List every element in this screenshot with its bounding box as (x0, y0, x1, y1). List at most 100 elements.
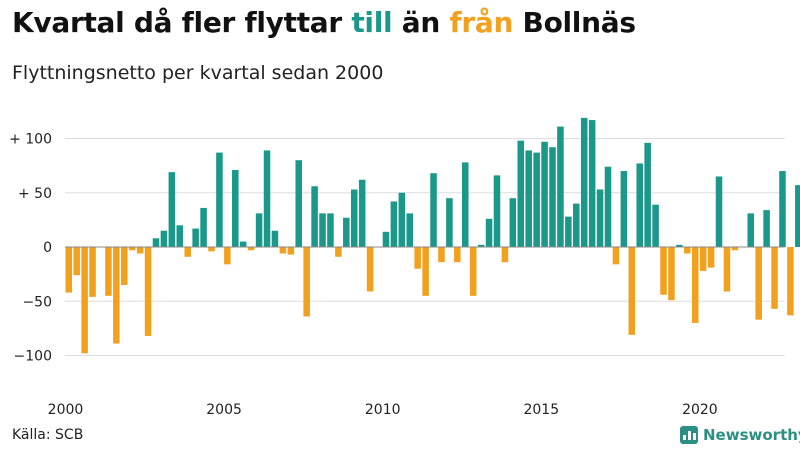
bar (493, 175, 501, 247)
title-part-1: Kvartal då fler flyttar (12, 6, 352, 39)
bar (454, 247, 461, 263)
bar (232, 169, 239, 247)
title-till: till (351, 6, 393, 39)
bar (509, 198, 517, 247)
bar (350, 189, 358, 247)
bar (382, 231, 390, 247)
bar (652, 204, 659, 247)
bar (684, 247, 691, 254)
bar (327, 213, 334, 247)
bar (533, 152, 540, 247)
brand-name: Newsworthy (703, 426, 800, 444)
bar (779, 171, 786, 247)
bar (628, 247, 636, 335)
bar (644, 142, 651, 247)
bar (699, 247, 707, 271)
bar (144, 247, 152, 336)
bar (366, 247, 374, 292)
bar (787, 247, 794, 316)
bar (422, 247, 429, 296)
bar (731, 247, 739, 251)
bar (184, 247, 191, 257)
bar (438, 247, 445, 263)
bar (715, 176, 723, 247)
bar (121, 247, 128, 285)
bar (430, 173, 437, 247)
bar (755, 247, 762, 320)
bar (65, 247, 73, 293)
bar (588, 120, 596, 247)
bar (406, 213, 414, 247)
bar (612, 247, 620, 265)
x-tick-label: 2000 (48, 402, 84, 418)
bar (620, 171, 628, 247)
bar (580, 117, 588, 247)
title-part-2: än (392, 6, 450, 39)
chart-title: Kvartal då fler flyttar till än från Bol… (12, 6, 636, 39)
bar (501, 247, 509, 263)
bar (160, 230, 168, 247)
x-tick-label: 2010 (365, 402, 401, 418)
x-tick-label: 2005 (206, 402, 242, 418)
y-tick-label: + 100 (9, 132, 52, 148)
bar (319, 213, 326, 247)
bar (541, 141, 548, 247)
bar (604, 166, 612, 247)
bar (573, 203, 580, 247)
bar (414, 247, 421, 269)
x-tick-label: 2020 (682, 402, 718, 418)
bar (660, 247, 667, 295)
x-tick-label: 2015 (523, 402, 559, 418)
bar (279, 247, 287, 254)
bar (216, 152, 223, 247)
bar (477, 244, 485, 247)
bar (596, 189, 604, 247)
bar-chart-icon (680, 426, 698, 444)
bar (128, 247, 136, 251)
bar (105, 247, 112, 296)
bar (263, 150, 271, 247)
bar (192, 228, 199, 247)
bar (398, 192, 406, 247)
bar (303, 247, 310, 317)
bar (73, 247, 80, 276)
title-fran: från (449, 6, 514, 39)
bar (485, 218, 493, 247)
bar (517, 140, 525, 247)
bar (446, 198, 453, 247)
bar (239, 241, 247, 247)
bar (295, 160, 302, 247)
bar (390, 201, 398, 247)
bar (136, 247, 144, 254)
bar (469, 247, 477, 296)
bar (557, 126, 564, 247)
y-tick-label: 0 (43, 240, 52, 256)
bar (200, 207, 207, 247)
title-part-3: Bollnäs (513, 6, 636, 39)
bar (462, 162, 469, 247)
bar (676, 244, 683, 247)
bar (208, 247, 215, 252)
brand-logo: Newsworthy (680, 426, 800, 444)
bar (668, 247, 675, 301)
bar (636, 163, 643, 247)
bar (335, 247, 342, 257)
bar (255, 213, 263, 247)
bar (89, 247, 96, 297)
bar (723, 247, 731, 292)
bar (311, 186, 318, 247)
source-note: Källa: SCB (12, 427, 84, 443)
bar (81, 247, 88, 354)
bar (771, 247, 778, 309)
y-tick-label: + 50 (18, 186, 52, 202)
bar (691, 247, 699, 323)
bar (176, 225, 184, 247)
y-tick-label: −100 (14, 349, 52, 365)
bar (247, 247, 255, 251)
bar (707, 247, 715, 268)
bar (358, 179, 366, 247)
bar (287, 247, 295, 255)
bar (343, 217, 350, 247)
bar (763, 210, 770, 247)
